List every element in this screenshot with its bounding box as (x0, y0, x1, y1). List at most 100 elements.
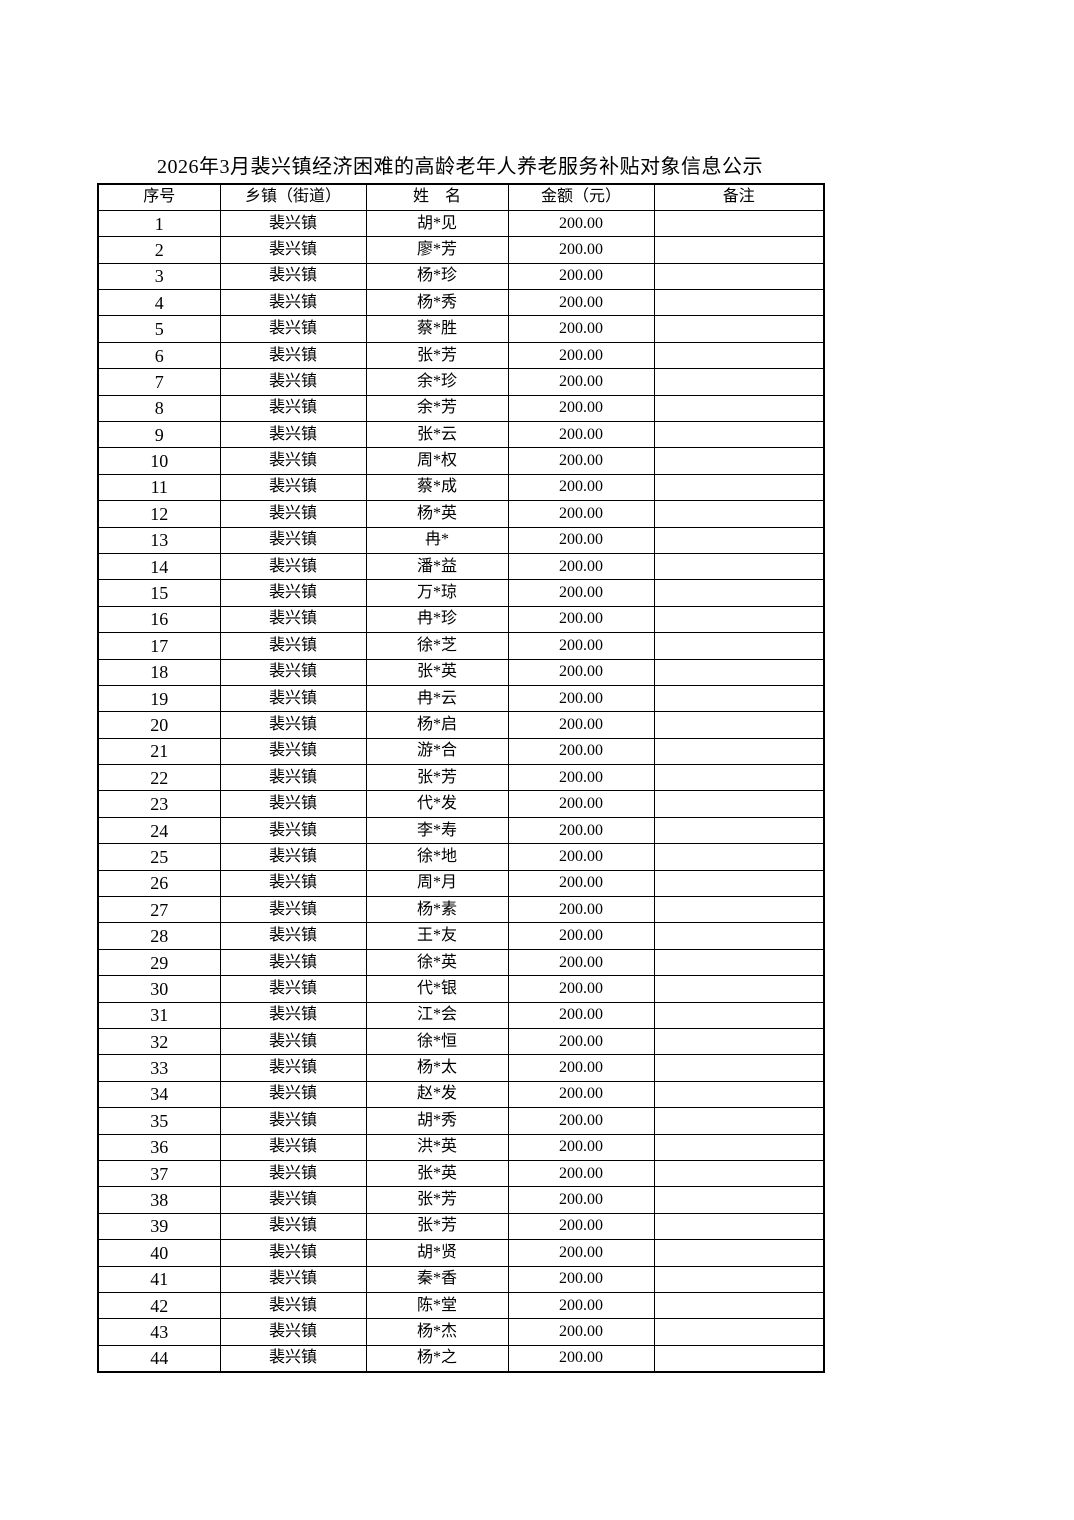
serial-number-cell: 30 (97, 975, 221, 1003)
amount-cell: 200.00 (507, 737, 655, 766)
serial-number-cell: 9 (97, 421, 221, 449)
remarks-cell (653, 684, 825, 713)
remarks-cell (653, 711, 825, 739)
amount-cell: 200.00 (507, 816, 655, 845)
header-remarks: 备注 (653, 183, 825, 211)
remarks-cell (653, 526, 825, 554)
remarks-cell (653, 394, 825, 423)
amount-cell: 200.00 (507, 473, 655, 502)
serial-number-cell: 12 (97, 500, 221, 528)
serial-number-cell: 24 (97, 816, 221, 845)
township-cell: 裴兴镇 (219, 1159, 367, 1188)
subsidy-table: 序号 乡镇（街道） 姓 名 金额（元） 备注 1 裴兴镇 胡*见 200.00 2 裴兴镇… (97, 183, 825, 1373)
name-cell: 胡*见 (365, 209, 509, 238)
serial-number-cell: 13 (97, 526, 221, 554)
name-cell: 张*芳 (365, 1212, 509, 1241)
serial-number-cell: 34 (97, 1080, 221, 1109)
name-cell: 陈*堂 (365, 1291, 509, 1320)
amount-cell: 200.00 (507, 209, 655, 238)
serial-number-cell: 22 (97, 764, 221, 792)
name-cell: 余*珍 (365, 368, 509, 396)
township-cell: 裴兴镇 (219, 236, 367, 264)
amount-cell: 200.00 (507, 447, 655, 475)
serial-number-cell: 8 (97, 394, 221, 423)
serial-number-cell: 18 (97, 658, 221, 686)
amount-cell: 200.00 (507, 948, 655, 977)
remarks-cell (653, 816, 825, 845)
remarks-cell (653, 473, 825, 502)
amount-cell: 200.00 (507, 394, 655, 423)
township-cell: 裴兴镇 (219, 579, 367, 607)
serial-number-cell: 3 (97, 262, 221, 291)
name-cell: 万*琼 (365, 579, 509, 607)
amount-cell: 200.00 (507, 711, 655, 739)
remarks-cell (653, 869, 825, 898)
name-cell: 张*云 (365, 421, 509, 449)
serial-number-cell: 28 (97, 922, 221, 950)
table-row: 13 裴兴镇 冉* 200.00 (97, 526, 825, 554)
serial-number-cell: 38 (97, 1186, 221, 1214)
table-row: 22 裴兴镇 张*芳 200.00 (97, 764, 825, 792)
township-cell: 裴兴镇 (219, 209, 367, 238)
amount-cell: 200.00 (507, 262, 655, 291)
remarks-cell (653, 1265, 825, 1293)
table-row: 25 裴兴镇 徐*地 200.00 (97, 843, 825, 871)
remarks-cell (653, 1159, 825, 1188)
name-cell: 徐*英 (365, 948, 509, 977)
serial-number-cell: 7 (97, 368, 221, 396)
amount-cell: 200.00 (507, 236, 655, 264)
township-cell: 裴兴镇 (219, 1318, 367, 1346)
remarks-cell (653, 315, 825, 343)
name-cell: 代*发 (365, 790, 509, 818)
table-row: 19 裴兴镇 冉*云 200.00 (97, 684, 825, 713)
township-cell: 裴兴镇 (219, 816, 367, 845)
township-cell: 裴兴镇 (219, 1291, 367, 1320)
serial-number-cell: 37 (97, 1159, 221, 1188)
township-cell: 裴兴镇 (219, 684, 367, 713)
serial-number-cell: 17 (97, 632, 221, 660)
table-row: 36 裴兴镇 洪*英 200.00 (97, 1133, 825, 1161)
amount-cell: 200.00 (507, 1186, 655, 1214)
table-row: 43 裴兴镇 杨*杰 200.00 (97, 1318, 825, 1346)
township-cell: 裴兴镇 (219, 552, 367, 581)
amount-cell: 200.00 (507, 1265, 655, 1293)
table-body: 1 裴兴镇 胡*见 200.00 2 裴兴镇 廖*芳 200.00 3 裴兴镇 杨*珍 200.00 4… (97, 209, 825, 1373)
name-cell: 胡*秀 (365, 1107, 509, 1135)
amount-cell: 200.00 (507, 552, 655, 581)
name-cell: 张*芳 (365, 1186, 509, 1214)
name-cell: 周*月 (365, 869, 509, 898)
remarks-cell (653, 790, 825, 818)
township-cell: 裴兴镇 (219, 1027, 367, 1056)
serial-number-cell: 26 (97, 869, 221, 898)
township-cell: 裴兴镇 (219, 869, 367, 898)
table-row: 29 裴兴镇 徐*英 200.00 (97, 948, 825, 977)
table-row: 27 裴兴镇 杨*素 200.00 (97, 896, 825, 924)
township-cell: 裴兴镇 (219, 1107, 367, 1135)
remarks-cell (653, 764, 825, 792)
table-row: 6 裴兴镇 张*芳 200.00 (97, 341, 825, 370)
name-cell: 胡*贤 (365, 1239, 509, 1267)
serial-number-cell: 23 (97, 790, 221, 818)
amount-cell: 200.00 (507, 843, 655, 871)
table-row: 23 裴兴镇 代*发 200.00 (97, 790, 825, 818)
table-row: 10 裴兴镇 周*权 200.00 (97, 447, 825, 475)
amount-cell: 200.00 (507, 315, 655, 343)
remarks-cell (653, 922, 825, 950)
township-cell: 裴兴镇 (219, 790, 367, 818)
name-cell: 王*友 (365, 922, 509, 950)
township-cell: 裴兴镇 (219, 1265, 367, 1293)
table-row: 18 裴兴镇 张*英 200.00 (97, 658, 825, 686)
amount-cell: 200.00 (507, 1001, 655, 1030)
name-cell: 周*权 (365, 447, 509, 475)
township-cell: 裴兴镇 (219, 975, 367, 1003)
name-cell: 洪*英 (365, 1133, 509, 1161)
amount-cell: 200.00 (507, 579, 655, 607)
remarks-cell (653, 236, 825, 264)
amount-cell: 200.00 (507, 1107, 655, 1135)
remarks-cell (653, 1027, 825, 1056)
header-township: 乡镇（街道） (219, 183, 367, 211)
remarks-cell (653, 368, 825, 396)
township-cell: 裴兴镇 (219, 447, 367, 475)
table-row: 20 裴兴镇 杨*启 200.00 (97, 711, 825, 739)
table-row: 30 裴兴镇 代*银 200.00 (97, 975, 825, 1003)
